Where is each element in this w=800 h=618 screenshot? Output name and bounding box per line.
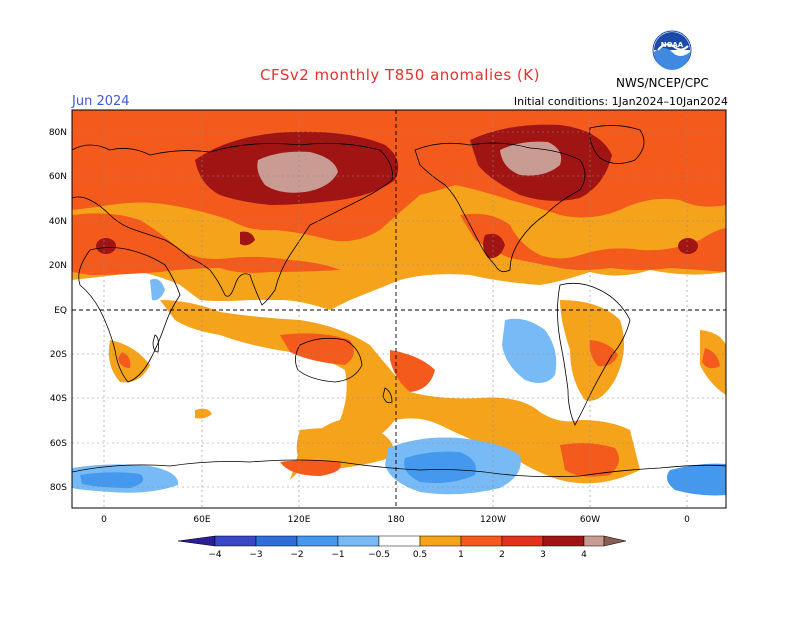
colorbar-swatch	[378, 535, 421, 547]
colorbar-label: 4	[581, 550, 587, 560]
colorbar-swatch	[177, 535, 216, 547]
latitude-axis: 80N 60N 40N 20N EQ 20S 40S 60S 80S	[49, 128, 67, 493]
colorbar-swatch	[501, 535, 544, 547]
colorbar-swatch	[460, 535, 503, 547]
anomaly-field	[72, 110, 726, 508]
colorbar-label: 3	[540, 550, 546, 560]
lat-label: 40S	[50, 394, 67, 404]
colorbar-swatch	[296, 535, 339, 547]
colorbar-labels: −4 −3 −2 −1 −0.5 0.5 1 2 3 4	[208, 550, 587, 560]
lon-label: 120W	[480, 515, 506, 525]
longitude-axis: 0 60E 120E 180 120W 60W 0	[101, 515, 690, 525]
lat-label: EQ	[54, 306, 67, 316]
colorbar-swatch	[542, 535, 585, 547]
initial-conditions: Initial conditions: 1Jan2024–10Jan2024	[513, 95, 728, 108]
colorbar-label: −4	[208, 550, 222, 560]
colorbar-swatch	[255, 535, 298, 547]
lat-label: 80N	[49, 128, 67, 138]
noaa-logo-icon: NOAA	[652, 30, 692, 70]
agency-label: NWS/NCEP/CPC	[616, 76, 709, 90]
forecast-month: Jun 2024	[72, 94, 130, 109]
colorbar	[177, 535, 627, 547]
lat-label: 60N	[49, 172, 67, 182]
map-frame	[71, 109, 727, 509]
colorbar-label: 0.5	[413, 550, 427, 560]
colorbar-swatch	[603, 535, 627, 547]
lat-label: 80S	[50, 483, 67, 493]
lon-label: 60W	[580, 515, 600, 525]
equator-dateline	[72, 110, 726, 508]
colorbar-label: 1	[458, 550, 464, 560]
lon-label: 120E	[288, 515, 311, 525]
lon-label: 60E	[193, 515, 210, 525]
svg-text:NOAA: NOAA	[661, 41, 684, 49]
lon-label: 180	[387, 515, 404, 525]
lon-label: 0	[101, 515, 107, 525]
lat-label: 20S	[50, 350, 67, 360]
colorbar-label: 2	[499, 550, 505, 560]
colorbar-label: −0.5	[368, 550, 390, 560]
lat-label: 60S	[50, 439, 67, 449]
colorbar-swatch	[583, 535, 605, 547]
colorbar-label: −3	[249, 550, 262, 560]
lat-label: 20N	[49, 261, 67, 271]
graticule	[72, 110, 726, 508]
colorbar-label: −2	[290, 550, 303, 560]
map-title: CFSv2 monthly T850 anomalies (K)	[260, 66, 540, 84]
colorbar-swatch	[214, 535, 257, 547]
colorbar-swatch	[419, 535, 462, 547]
colorbar-swatch	[337, 535, 380, 547]
colorbar-label: −1	[331, 550, 344, 560]
lon-label: 0	[684, 515, 690, 525]
lat-label: 40N	[49, 217, 67, 227]
